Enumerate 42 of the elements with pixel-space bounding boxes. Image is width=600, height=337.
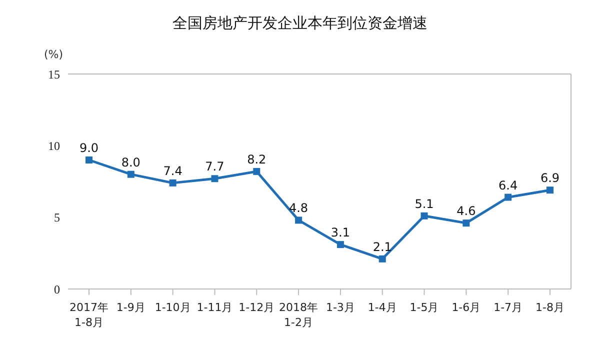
point [504, 194, 512, 201]
point [462, 220, 470, 227]
y-tick-label: 0 [54, 282, 60, 296]
y-tick-label: 10 [48, 138, 60, 153]
data-label: 4.6 [456, 204, 476, 218]
data-label: 2.1 [372, 240, 392, 254]
y-tick-label: 15 [48, 67, 60, 82]
y-tick-label: 5 [54, 210, 60, 225]
x-tick-label: 1-10月 [154, 301, 191, 314]
data-label: 9.0 [79, 141, 99, 155]
x-tick-label: 1-8月 [536, 301, 564, 314]
data-label: 7.4 [163, 164, 182, 178]
x-tick-label: 1-5月 [410, 301, 439, 314]
x-tick-label: 1-7月 [494, 301, 523, 314]
x-tick-label: 2018年 1-2月 [279, 301, 318, 329]
data-label: 6.9 [540, 171, 560, 186]
point [253, 168, 260, 175]
x-tick-label: 1-3月 [326, 301, 355, 314]
x-tick-label: 1-4月 [368, 301, 397, 314]
point [420, 212, 428, 220]
x-tick-label: 1-9月 [116, 301, 146, 314]
x-tick-label: 1-6月 [452, 301, 481, 314]
point [127, 170, 134, 178]
data-label: 5.1 [414, 196, 434, 211]
point [295, 216, 302, 224]
data-label: 7.7 [205, 160, 224, 174]
y-axis-title: (%) [44, 48, 64, 61]
point [546, 186, 554, 194]
data-label: 8.0 [121, 155, 140, 170]
data-label: 4.8 [289, 201, 308, 216]
point [336, 241, 344, 248]
point [378, 255, 386, 262]
data-label: 6.4 [498, 178, 518, 192]
data-label: 8.2 [247, 152, 266, 166]
point [86, 156, 92, 164]
data-label: 3.1 [330, 226, 350, 240]
x-tick-label: 1-12月 [238, 301, 275, 314]
x-tick-label: 2017年 1-8月 [70, 301, 108, 329]
point [169, 179, 176, 186]
point [211, 175, 218, 182]
chart-title: 全国房地产开发企业本年到位资金增速 [172, 14, 428, 33]
x-tick-label: 1-11月 [196, 301, 233, 314]
